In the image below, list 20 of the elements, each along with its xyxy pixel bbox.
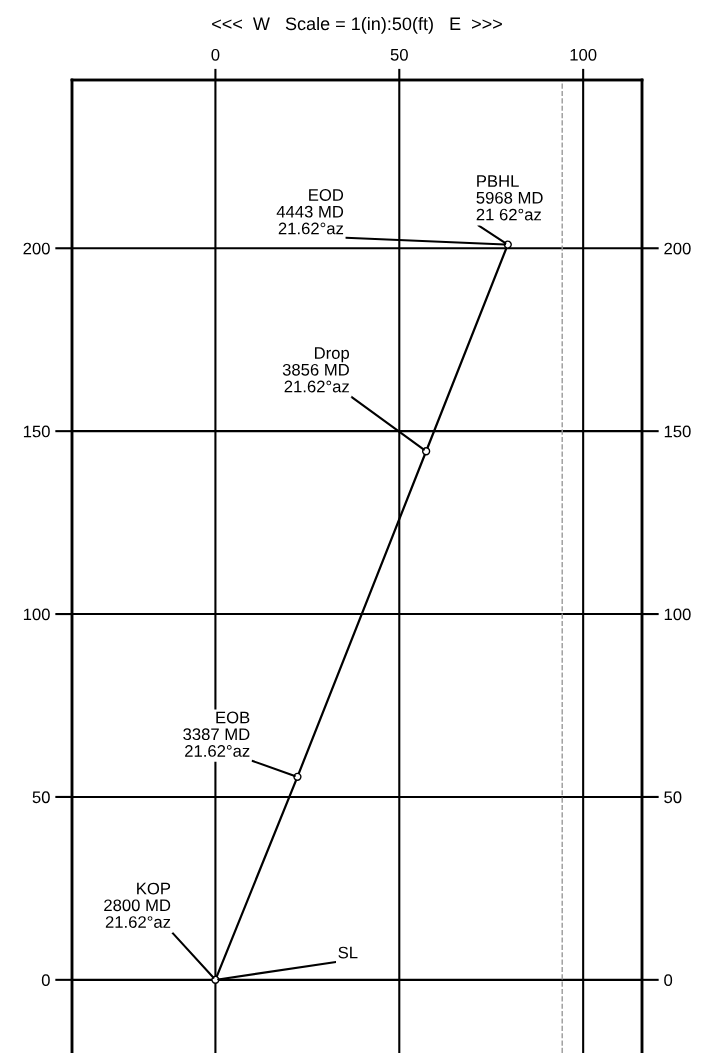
y2-tick-label: 200: [664, 242, 691, 255]
x-tick-label: 50: [390, 48, 408, 61]
y2-tick-label: 150: [664, 425, 691, 438]
x-tick-label: 100: [570, 48, 597, 61]
annotation: SL: [338, 946, 358, 959]
annotation: KOP 2800 MD 21.62°az: [104, 882, 171, 928]
annotation: PBHL 5968 MD 21 62°az: [476, 175, 543, 221]
y-tick-label: 100: [23, 608, 50, 621]
y2-tick-label: 100: [664, 608, 691, 621]
x-tick-label: 0: [211, 48, 220, 61]
annotation: EOB 3387 MD 21.62°az: [183, 711, 250, 757]
y-tick-label: 150: [23, 425, 50, 438]
y2-tick-label: 50: [664, 791, 682, 804]
y2-tick-label: 0: [664, 974, 673, 987]
chart-title: <<< W Scale = 1(in):50(ft) E >>>: [212, 16, 502, 34]
y-tick-label: 50: [32, 791, 50, 804]
annotation: Drop 3856 MD 21.62°az: [282, 347, 350, 393]
y-tick-label: 0: [41, 974, 50, 987]
y-tick-label: 200: [23, 242, 50, 255]
annotation: EOD 4443 MD 21.62°az: [276, 189, 344, 235]
